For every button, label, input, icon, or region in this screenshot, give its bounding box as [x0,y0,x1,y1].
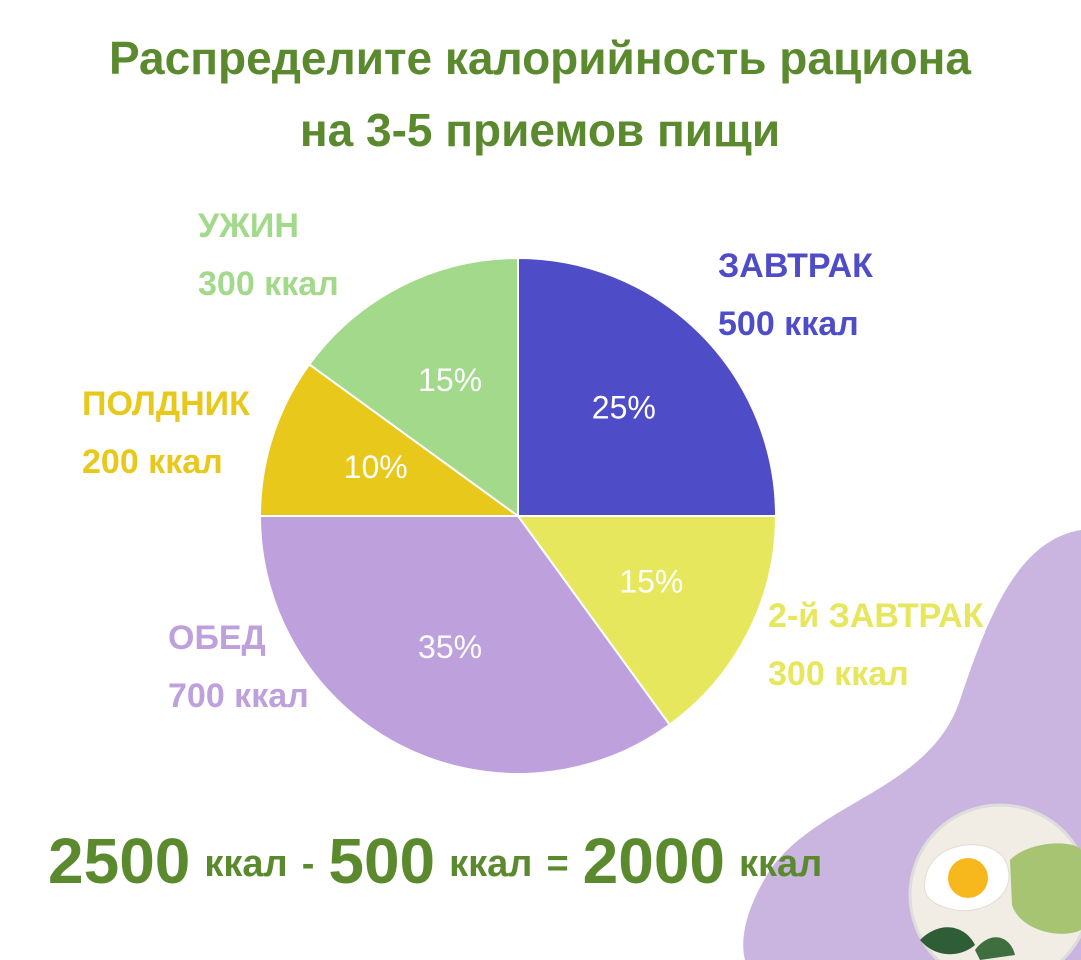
value-label: 15% [619,563,683,599]
pie-slice [258,515,672,775]
category-label: ЗАВТРАК [718,247,873,285]
pie-slice [517,256,778,517]
value-label: 10% [344,449,408,485]
value-label: 15% [418,362,482,398]
equation-part: = [546,843,568,885]
pie-slice [307,256,519,518]
chart-title: Распределите калорийность рациона [109,32,971,84]
equation-part: 2000 [583,825,725,897]
calorie-label: 200 ккал [82,443,223,481]
calorie-label: 700 ккал [168,677,309,715]
calorie-label: 500 ккал [718,305,859,343]
equation-part: ккал [204,843,287,885]
pie-slice [516,515,778,727]
calorie-label: 300 ккал [198,265,339,303]
category-label: 2-й ЗАВТРАК [768,597,984,635]
equation: 2500 ккал -500 ккал = 2000 ккал [48,825,822,897]
category-label: ОБЕД [168,619,266,657]
category-label: ПОЛДНИК [82,385,250,423]
category-label: УЖИН [198,207,299,245]
food-illustration [908,803,1081,960]
calorie-label: 300 ккал [768,655,909,693]
equation-part: ккал [739,843,822,885]
equation-part: - [302,843,315,885]
value-label: 35% [418,629,482,665]
equation-part: 2500 [48,825,190,897]
equation-part: 500 [328,825,435,897]
value-label: 25% [592,390,656,426]
chart-title: на 3-5 приемов пищи [300,104,780,156]
equation-part: ккал [449,843,532,885]
pie-slice [258,362,522,517]
